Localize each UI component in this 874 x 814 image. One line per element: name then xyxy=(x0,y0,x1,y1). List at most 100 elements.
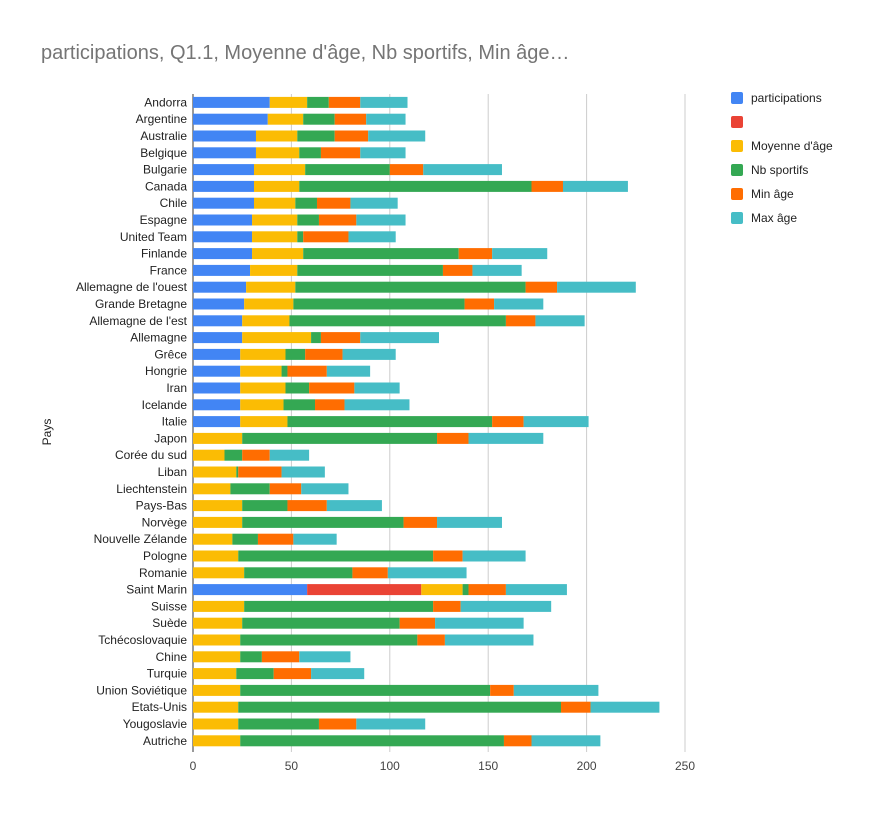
bar-segment-series-5[interactable] xyxy=(513,684,599,696)
bar-segment-series-2[interactable] xyxy=(255,147,300,159)
bar-segment-series-5[interactable] xyxy=(311,668,365,680)
bar-segment-series-5[interactable] xyxy=(494,298,544,310)
bar-segment-series-5[interactable] xyxy=(348,231,396,243)
bar-segment-series-4[interactable] xyxy=(287,500,327,512)
bar-segment-series-0[interactable] xyxy=(193,96,270,108)
bar-segment-series-5[interactable] xyxy=(368,130,426,142)
bar-segment-series-0[interactable] xyxy=(193,298,245,310)
bar-segment-series-3[interactable] xyxy=(462,584,469,596)
bar-segment-series-5[interactable] xyxy=(535,315,585,327)
bar-segment-series-3[interactable] xyxy=(240,634,418,646)
bar-segment-series-5[interactable] xyxy=(437,516,502,528)
bar-segment-series-2[interactable] xyxy=(240,399,284,411)
bar-segment-series-3[interactable] xyxy=(244,567,353,579)
bar-segment-series-0[interactable] xyxy=(193,382,241,394)
bar-segment-series-4[interactable] xyxy=(261,651,300,663)
bar-segment-series-2[interactable] xyxy=(240,365,282,377)
bar-segment-series-5[interactable] xyxy=(472,264,522,276)
bar-segment-series-3[interactable] xyxy=(242,500,288,512)
bar-segment-series-2[interactable] xyxy=(193,449,225,461)
bar-segment-series-2[interactable] xyxy=(240,382,286,394)
bar-segment-series-2[interactable] xyxy=(193,668,237,680)
bar-segment-series-0[interactable] xyxy=(193,197,255,209)
bar-segment-series-5[interactable] xyxy=(590,701,660,713)
bar-segment-series-2[interactable] xyxy=(252,214,298,226)
bar-segment-series-2[interactable] xyxy=(255,130,298,142)
bar-segment-series-2[interactable] xyxy=(193,550,239,562)
bar-segment-series-4[interactable] xyxy=(417,634,445,646)
bar-segment-series-5[interactable] xyxy=(356,718,426,730)
bar-segment-series-4[interactable] xyxy=(242,449,270,461)
legend-item[interactable]: participations xyxy=(731,90,822,106)
bar-segment-series-2[interactable] xyxy=(252,248,304,260)
bar-segment-series-5[interactable] xyxy=(444,634,534,646)
bar-segment-series-0[interactable] xyxy=(193,264,251,276)
bar-segment-series-0[interactable] xyxy=(193,281,247,293)
bar-segment-series-2[interactable] xyxy=(193,600,245,612)
bar-segment-series-2[interactable] xyxy=(193,483,231,495)
bar-segment-series-2[interactable] xyxy=(193,432,243,444)
bar-segment-series-2[interactable] xyxy=(193,701,239,713)
legend-item[interactable]: Moyenne d'âge xyxy=(731,138,833,154)
bar-segment-series-2[interactable] xyxy=(193,516,243,528)
bar-segment-series-4[interactable] xyxy=(352,567,388,579)
bar-segment-series-5[interactable] xyxy=(301,483,349,495)
bar-segment-series-2[interactable] xyxy=(269,96,308,108)
bar-segment-series-5[interactable] xyxy=(366,113,406,125)
bar-segment-series-5[interactable] xyxy=(269,449,310,461)
bar-segment-series-3[interactable] xyxy=(293,298,465,310)
legend-item[interactable] xyxy=(731,114,751,130)
bar-segment-series-3[interactable] xyxy=(297,130,335,142)
bar-segment-series-0[interactable] xyxy=(193,348,241,360)
bar-segment-series-4[interactable] xyxy=(389,164,424,176)
bar-segment-series-0[interactable] xyxy=(193,214,253,226)
bar-segment-series-5[interactable] xyxy=(505,584,567,596)
bar-segment-series-2[interactable] xyxy=(254,197,296,209)
bar-segment-series-4[interactable] xyxy=(238,466,282,478)
bar-segment-series-3[interactable] xyxy=(299,147,321,159)
bar-segment-series-4[interactable] xyxy=(273,668,312,680)
bar-segment-series-5[interactable] xyxy=(360,96,408,108)
bar-segment-series-2[interactable] xyxy=(193,634,241,646)
bar-segment-series-3[interactable] xyxy=(307,96,329,108)
bar-segment-series-5[interactable] xyxy=(326,500,382,512)
bar-segment-series-3[interactable] xyxy=(240,651,262,663)
bar-segment-series-3[interactable] xyxy=(242,617,400,629)
bar-segment-series-5[interactable] xyxy=(492,248,548,260)
bar-segment-series-4[interactable] xyxy=(269,483,302,495)
bar-segment-series-2[interactable] xyxy=(244,298,294,310)
bar-segment-series-5[interactable] xyxy=(360,147,406,159)
bar-segment-series-3[interactable] xyxy=(297,264,443,276)
bar-segment-series-0[interactable] xyxy=(193,147,256,159)
bar-segment-series-0[interactable] xyxy=(193,180,255,192)
bar-segment-series-4[interactable] xyxy=(305,348,343,360)
bar-segment-series-5[interactable] xyxy=(435,617,524,629)
bar-segment-series-4[interactable] xyxy=(303,231,349,243)
bar-segment-series-4[interactable] xyxy=(492,416,524,428)
bar-segment-series-4[interactable] xyxy=(334,130,369,142)
bar-segment-series-2[interactable] xyxy=(193,533,233,545)
bar-segment-series-4[interactable] xyxy=(503,735,532,747)
bar-segment-series-4[interactable] xyxy=(468,584,506,596)
bar-segment-series-4[interactable] xyxy=(309,382,355,394)
bar-segment-series-0[interactable] xyxy=(193,130,256,142)
bar-segment-series-3[interactable] xyxy=(236,466,239,478)
bar-segment-series-2[interactable] xyxy=(250,264,298,276)
bar-segment-series-4[interactable] xyxy=(433,550,463,562)
bar-segment-series-2[interactable] xyxy=(252,231,298,243)
bar-segment-series-0[interactable] xyxy=(193,332,243,344)
bar-segment-series-3[interactable] xyxy=(285,382,310,394)
bar-segment-series-0[interactable] xyxy=(193,164,255,176)
bar-segment-series-4[interactable] xyxy=(437,432,469,444)
bar-segment-series-0[interactable] xyxy=(193,416,241,428)
bar-segment-series-4[interactable] xyxy=(328,96,361,108)
bar-segment-series-0[interactable] xyxy=(193,315,243,327)
bar-segment-series-5[interactable] xyxy=(356,214,406,226)
bar-segment-series-5[interactable] xyxy=(360,332,439,344)
bar-segment-series-3[interactable] xyxy=(242,516,404,528)
bar-segment-series-3[interactable] xyxy=(297,214,319,226)
bar-segment-series-3[interactable] xyxy=(238,550,434,562)
bar-segment-series-3[interactable] xyxy=(281,365,288,377)
bar-segment-series-2[interactable] xyxy=(193,500,243,512)
bar-segment-series-2[interactable] xyxy=(193,718,239,730)
